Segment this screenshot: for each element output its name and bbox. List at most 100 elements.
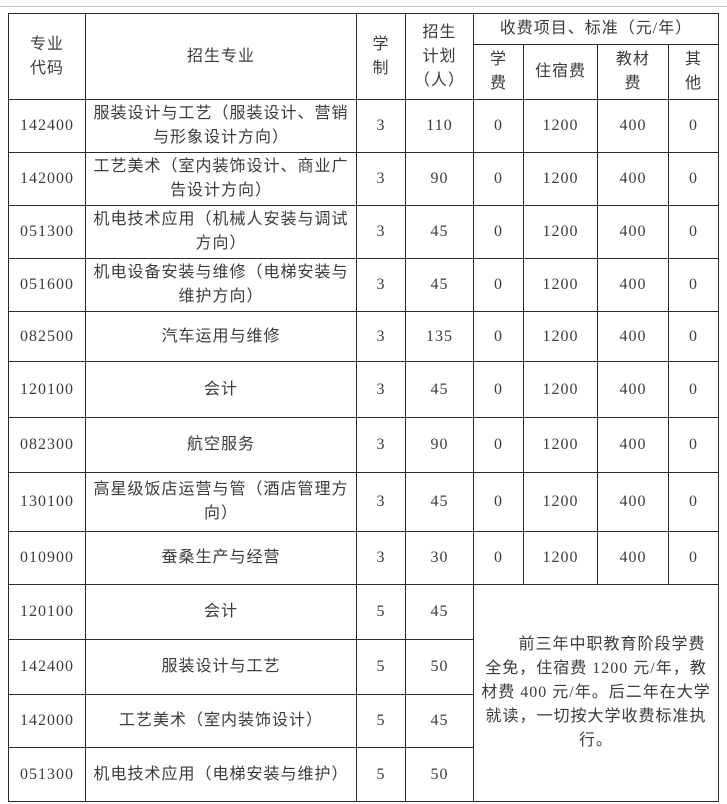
textbook-cell: 400 (597, 99, 669, 153)
textbook-cell: 400 (597, 311, 669, 362)
plan-cell: 90 (405, 152, 474, 206)
header-row-fees: 学 费 住宿费 教材 费 其 他 (9, 44, 720, 100)
major-cell: 会计 (85, 361, 357, 418)
plan-cell: 45 (405, 361, 474, 418)
other-cell: 0 (667, 205, 720, 259)
plan-cell: 45 (405, 584, 474, 640)
textbook-cell: 400 (597, 531, 669, 585)
duration-cell: 3 (356, 311, 406, 362)
tuition-cell: 0 (473, 361, 524, 418)
accommodation-cell: 1200 (523, 531, 598, 585)
duration-cell: 3 (356, 472, 406, 532)
table-row: 142400 服装设计与工艺 5 50 (8, 639, 719, 695)
plan-cell: 45 (405, 205, 474, 259)
plan-cell: 45 (405, 694, 474, 748)
code-cell: 142000 (8, 694, 86, 748)
header-other: 其 他 (667, 44, 720, 100)
plan-cell: 110 (405, 99, 474, 153)
code-cell: 120100 (8, 584, 86, 640)
major-cell: 蚕桑生产与经营 (85, 531, 357, 585)
duration-cell: 3 (356, 205, 406, 259)
plan-cell: 45 (405, 258, 474, 312)
code-cell: 142400 (8, 639, 86, 695)
table-row: 051300 机电技术应用（电梯安装与维护） 5 50 (8, 747, 719, 802)
table-row: 082300 航空服务 3 90 0 1200 400 0 (8, 417, 720, 473)
other-cell: 0 (667, 99, 720, 153)
table-row: 142400 服装设计与工艺（服装设计、营销与形象设计方向） 3 110 0 1… (8, 99, 720, 153)
other-cell: 0 (667, 311, 720, 362)
table-row: 051600 机电设备安装与维修（电梯安装与维护方向） 3 45 0 1200 … (8, 258, 720, 312)
duration-cell: 5 (356, 584, 406, 640)
duration-cell: 5 (356, 747, 406, 802)
major-cell: 工艺美术（室内装饰设计、商业广告设计方向） (85, 152, 357, 206)
major-cell: 汽车运用与维修 (85, 311, 357, 362)
code-cell: 142000 (8, 152, 86, 206)
table-row: 142000 工艺美术（室内装饰设计） 5 45 (8, 694, 719, 748)
major-cell: 机电技术应用（电梯安装与维护） (85, 747, 357, 802)
accommodation-cell: 1200 (523, 361, 598, 418)
duration-cell: 3 (356, 99, 406, 153)
major-cell: 航空服务 (85, 417, 357, 473)
header-tuition: 学 费 (473, 44, 524, 100)
major-cell: 高星级饭店运营与管（酒店管理方向） (85, 472, 357, 532)
table-row: 051300 机电技术应用（机械人安装与调试方向） 3 45 0 1200 40… (8, 205, 720, 259)
duration-cell: 3 (356, 417, 406, 473)
top-rule (0, 6, 727, 7)
other-cell: 0 (667, 531, 720, 585)
other-cell: 0 (667, 417, 720, 473)
code-cell: 010900 (8, 531, 86, 585)
accommodation-cell: 1200 (523, 311, 598, 362)
textbook-cell: 400 (597, 205, 669, 259)
plan-cell: 50 (405, 747, 474, 802)
duration-cell: 3 (356, 152, 406, 206)
code-cell: 082300 (8, 417, 86, 473)
plan-cell: 45 (405, 472, 474, 532)
header-textbook: 教材 费 (597, 44, 669, 100)
header-row-top: 专业 代码 招生专业 学 制 招生 计划 （人） 收费项目、标准（元/年） (8, 13, 720, 100)
header-major-code: 专业 代码 (8, 13, 86, 100)
textbook-cell: 400 (597, 472, 669, 532)
duration-cell: 5 (356, 639, 406, 695)
textbook-cell: 400 (597, 152, 669, 206)
header-duration: 学 制 (356, 13, 406, 100)
table-row: 010900 蚕桑生产与经营 3 30 0 1200 400 0 (8, 531, 720, 585)
plan-cell: 30 (405, 531, 474, 585)
duration-cell: 3 (356, 258, 406, 312)
table-row: 120100 会计 5 45 前三年中职教育阶段学费全免，住宿费 1200 元/… (8, 584, 720, 802)
duration-cell: 3 (356, 531, 406, 585)
enrollment-fee-table: 专业 代码 招生专业 学 制 招生 计划 （人） 收费项目、标准（元/年） 学 … (8, 13, 720, 802)
tuition-cell: 0 (473, 258, 524, 312)
accommodation-cell: 1200 (523, 99, 598, 153)
table-row: 082500 汽车运用与维修 3 135 0 1200 400 0 (8, 311, 720, 362)
other-cell: 0 (667, 258, 720, 312)
textbook-cell: 400 (597, 361, 669, 418)
duration-cell: 3 (356, 361, 406, 418)
major-cell: 工艺美术（室内装饰设计） (85, 694, 357, 748)
accommodation-cell: 1200 (523, 417, 598, 473)
major-cell: 服装设计与工艺（服装设计、营销与形象设计方向） (85, 99, 357, 153)
tuition-cell: 0 (473, 531, 524, 585)
table-row: 120100 会计 3 45 0 1200 400 0 (8, 361, 720, 418)
major-cell: 服装设计与工艺 (85, 639, 357, 695)
tuition-cell: 0 (473, 99, 524, 153)
tuition-cell: 0 (473, 311, 524, 362)
note-cell: 前三年中职教育阶段学费全免，住宿费 1200 元/年，教材费 400 元/年。后… (472, 584, 720, 802)
tuition-cell: 0 (473, 472, 524, 532)
header-fees-group: 收费项目、标准（元/年） (472, 13, 720, 45)
accommodation-cell: 1200 (523, 152, 598, 206)
major-cell: 会计 (85, 584, 357, 640)
code-cell: 051300 (8, 747, 86, 802)
plan-cell: 90 (405, 417, 474, 473)
code-cell: 142400 (8, 99, 86, 153)
major-cell: 机电技术应用（机械人安装与调试方向） (85, 205, 357, 259)
textbook-cell: 400 (597, 417, 669, 473)
tuition-cell: 0 (473, 152, 524, 206)
table-row: 130100 高星级饭店运营与管（酒店管理方向） 3 45 0 1200 400… (8, 472, 720, 532)
header-enroll-major: 招生专业 (85, 13, 357, 100)
plan-cell: 135 (405, 311, 474, 362)
code-cell: 051600 (8, 258, 86, 312)
accommodation-cell: 1200 (523, 205, 598, 259)
accommodation-cell: 1200 (523, 258, 598, 312)
code-cell: 130100 (8, 472, 86, 532)
